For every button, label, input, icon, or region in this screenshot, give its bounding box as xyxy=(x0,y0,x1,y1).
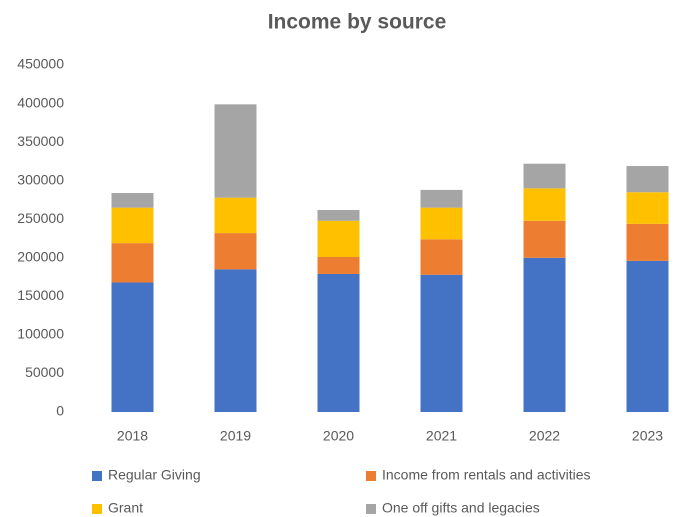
y-tick-label: 50000 xyxy=(25,364,64,380)
x-tick-label: 2020 xyxy=(323,428,354,444)
y-tick-label: 150000 xyxy=(17,287,64,303)
x-tick-label: 2021 xyxy=(426,428,457,444)
y-tick-label: 400000 xyxy=(17,94,64,110)
legend-label: Grant xyxy=(108,500,143,516)
bar-segment xyxy=(420,274,463,412)
bar-segment xyxy=(317,209,360,221)
x-tick-label: 2022 xyxy=(529,428,560,444)
x-tick-label: 2019 xyxy=(220,428,251,444)
y-tick-label: 350000 xyxy=(17,133,64,149)
y-tick-label: 250000 xyxy=(17,210,64,226)
bar-segment xyxy=(626,223,669,261)
bar-segment xyxy=(420,239,463,275)
y-tick-label: 0 xyxy=(56,403,64,419)
bar-segment xyxy=(111,193,154,208)
bar-segment xyxy=(523,163,566,189)
legend-label: Regular Giving xyxy=(108,467,201,483)
y-tick-label: 200000 xyxy=(17,248,64,264)
bar-segment xyxy=(111,207,154,244)
legend-label: One off gifts and legacies xyxy=(382,500,540,516)
bar-segment xyxy=(214,233,257,270)
y-tick-label: 100000 xyxy=(17,326,64,342)
bar-segment xyxy=(420,189,463,208)
chart-title: Income by source xyxy=(268,11,447,34)
y-tick-label: 450000 xyxy=(17,56,64,72)
bar-segment xyxy=(523,188,566,221)
legend-swatch xyxy=(92,471,102,481)
bar-segment xyxy=(214,197,257,234)
legend-label: Income from rentals and activities xyxy=(382,467,591,483)
legend-swatch xyxy=(366,471,376,481)
bar-segment xyxy=(523,257,566,412)
bar-segment xyxy=(111,243,154,283)
legend-swatch xyxy=(92,504,102,514)
bar-segment xyxy=(626,192,669,224)
bar-segment xyxy=(317,220,360,258)
bar-segment xyxy=(626,260,669,412)
bar-segment xyxy=(317,273,360,412)
bar-segment xyxy=(626,166,669,193)
y-tick-label: 300000 xyxy=(17,171,64,187)
bar-segment xyxy=(214,269,257,412)
bar-segment xyxy=(523,220,566,258)
x-tick-label: 2023 xyxy=(632,428,663,444)
bar-segment xyxy=(214,104,257,198)
legend-swatch xyxy=(366,504,376,514)
bar-segment xyxy=(111,282,154,412)
x-tick-label: 2018 xyxy=(117,428,148,444)
bar-segment xyxy=(420,207,463,240)
bar-segment xyxy=(317,257,360,274)
